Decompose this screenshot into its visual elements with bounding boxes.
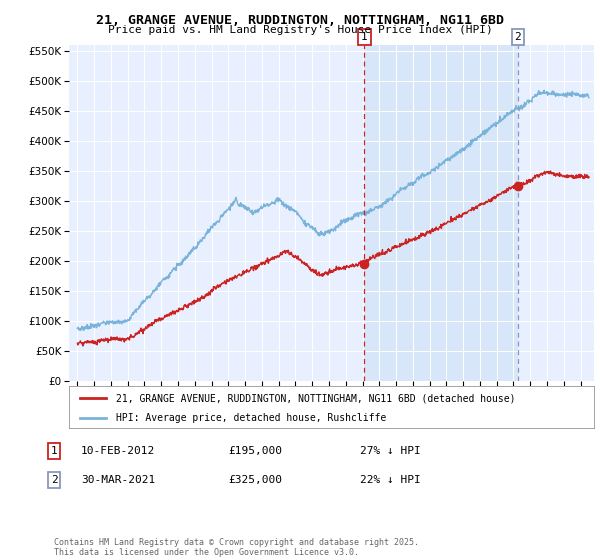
Text: 10-FEB-2012: 10-FEB-2012	[81, 446, 155, 456]
Text: £195,000: £195,000	[228, 446, 282, 456]
Text: 1: 1	[50, 446, 58, 456]
Text: Price paid vs. HM Land Registry's House Price Index (HPI): Price paid vs. HM Land Registry's House …	[107, 25, 493, 35]
Text: 27% ↓ HPI: 27% ↓ HPI	[360, 446, 421, 456]
Text: Contains HM Land Registry data © Crown copyright and database right 2025.
This d: Contains HM Land Registry data © Crown c…	[54, 538, 419, 557]
Text: HPI: Average price, detached house, Rushcliffe: HPI: Average price, detached house, Rush…	[116, 413, 386, 423]
Text: 21, GRANGE AVENUE, RUDDINGTON, NOTTINGHAM, NG11 6BD: 21, GRANGE AVENUE, RUDDINGTON, NOTTINGHA…	[96, 14, 504, 27]
Text: 22% ↓ HPI: 22% ↓ HPI	[360, 475, 421, 485]
Text: £325,000: £325,000	[228, 475, 282, 485]
Text: 2: 2	[50, 475, 58, 485]
Bar	[364, 45, 518, 381]
Text: 1: 1	[361, 32, 368, 42]
Text: 30-MAR-2021: 30-MAR-2021	[81, 475, 155, 485]
Text: 21, GRANGE AVENUE, RUDDINGTON, NOTTINGHAM, NG11 6BD (detached house): 21, GRANGE AVENUE, RUDDINGTON, NOTTINGHA…	[116, 393, 516, 403]
Text: 2: 2	[514, 32, 521, 42]
